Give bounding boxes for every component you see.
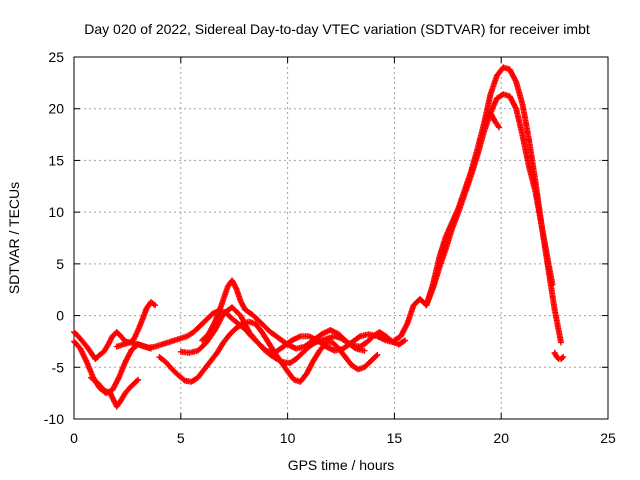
y-tick-label: 5 [56,256,64,272]
x-tick-label: 15 [387,430,403,446]
y-tick-label: 10 [48,204,64,220]
data-point [402,337,409,344]
data-point [361,347,368,354]
series-track-2 [71,338,154,397]
data-point [558,339,565,346]
data-point [560,353,567,360]
data-point [373,352,380,359]
data-point [134,377,141,384]
data-point [496,124,503,131]
data-point [374,351,381,358]
plot-frame [73,56,609,420]
series-track-11 [551,349,567,363]
data-point [400,338,407,345]
chart-title: Day 020 of 2022, Sidereal Day-to-day VTE… [84,21,590,37]
data-point [135,376,142,383]
y-tick-label: 0 [56,308,64,324]
data-points [71,64,567,410]
series-track-9 [423,91,556,309]
y-tick-label: -5 [52,359,65,375]
x-tick-label: 10 [280,430,296,446]
y-tick-label: -10 [44,411,64,427]
y-tick-label: 20 [48,101,64,117]
grid-lines [74,57,608,419]
y-tick-label: 15 [48,152,64,168]
series-track-1 [71,299,159,363]
x-tick-label: 0 [70,430,78,446]
axis-ticks: 0 5 10 15 20 25 -10 -5 0 5 10 15 20 25 [44,49,616,446]
series-track-10 [487,109,503,131]
series-track-3 [88,374,142,410]
x-tick-label: 5 [177,430,185,446]
x-tick-label: 20 [493,430,509,446]
x-axis-label: GPS time / hours [288,457,395,473]
data-point [180,376,187,383]
series-track-7 [199,277,368,354]
data-point [152,302,159,309]
data-point [549,281,556,288]
x-tick-label: 25 [600,430,616,446]
y-axis-label: SDTVAR / TECUs [6,182,22,294]
series-track-5 [156,318,381,385]
data-point [495,123,502,130]
y-tick-label: 25 [48,49,64,65]
data-point [559,354,566,361]
